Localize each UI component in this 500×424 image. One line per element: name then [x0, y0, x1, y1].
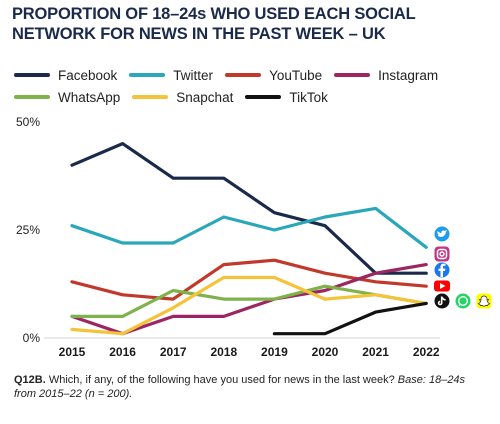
x-tick-label: 2020 [312, 345, 339, 359]
legend-label-facebook: Facebook [58, 67, 118, 83]
chart-title: PROPORTION OF 18–24s WHO USED EACH SOCIA… [12, 5, 416, 43]
legend-item-youtube: YouTube [225, 68, 322, 83]
x-tick-label: 2019 [261, 345, 288, 359]
legend-swatch-twitter [129, 73, 166, 77]
legend-item-snapchat: Snapchat [132, 90, 233, 105]
series-line-twitter [70, 206, 428, 249]
legend-label-instagram: Instagram [378, 67, 439, 83]
twitter-icon [434, 226, 450, 242]
series-line-whatsapp [70, 284, 428, 318]
snapchat-icon [476, 293, 492, 309]
legend-label-snapchat: Snapchat [176, 89, 234, 105]
y-tick-label: 25% [16, 223, 40, 237]
legend-swatch-whatsapp [14, 95, 50, 99]
legend-swatch-tiktok [245, 95, 282, 99]
x-tick-label: 2016 [109, 345, 136, 359]
tiktok-icon [434, 293, 450, 309]
legend-row-1: Facebook Twitter YouTube Instagram [14, 64, 484, 86]
legend-item-whatsapp: WhatsApp [14, 90, 120, 105]
legend-label-twitter: Twitter [173, 67, 214, 83]
legend-swatch-youtube [225, 73, 262, 77]
legend-row-2: WhatsApp Snapchat TikTok [14, 86, 484, 108]
x-tick-label: 2017 [160, 345, 187, 359]
facebook-icon [434, 262, 450, 278]
legend-item-tiktok: TikTok [245, 90, 328, 105]
series-line-youtube [70, 258, 428, 301]
x-tick-label: 2015 [59, 345, 86, 359]
series-line-tiktok [272, 301, 428, 336]
legend-item-facebook: Facebook [14, 68, 117, 83]
legend-item-twitter: Twitter [129, 68, 213, 83]
instagram-icon [434, 246, 450, 262]
line-chart: 50% 25% 0% 2015 2016 2017 2018 2019 2020 2021 2022 [16, 115, 492, 359]
y-tick-label: 50% [16, 115, 40, 129]
series-line-snapchat [70, 275, 428, 336]
series-line-facebook [70, 142, 428, 275]
caption-label: Q12B. [14, 374, 46, 386]
x-tick-label: 2018 [210, 345, 237, 359]
x-tick-label: 2022 [413, 345, 440, 359]
whatsapp-icon [455, 293, 471, 309]
youtube-icon [434, 280, 450, 292]
x-tick-label: 2021 [362, 345, 389, 359]
caption-base: Base: 18–24s from 2015–22 (n = 200). [14, 374, 466, 400]
legend-swatch-instagram [334, 73, 371, 77]
legend-item-instagram: Instagram [334, 68, 438, 83]
caption-question: Which, if any, of the following have you… [45, 374, 398, 386]
legend-swatch-facebook [14, 73, 50, 77]
legend-swatch-snapchat [132, 95, 169, 99]
legend-label-tiktok: TikTok [289, 89, 328, 105]
chart-caption: Q12B. Which, if any, of the following ha… [14, 373, 490, 401]
legend-label-whatsapp: WhatsApp [58, 89, 121, 105]
chart-legend: Facebook Twitter YouTube Instagram WhatsApp… [14, 64, 484, 108]
y-tick-label: 0% [23, 331, 41, 345]
legend-label-youtube: YouTube [269, 67, 323, 83]
